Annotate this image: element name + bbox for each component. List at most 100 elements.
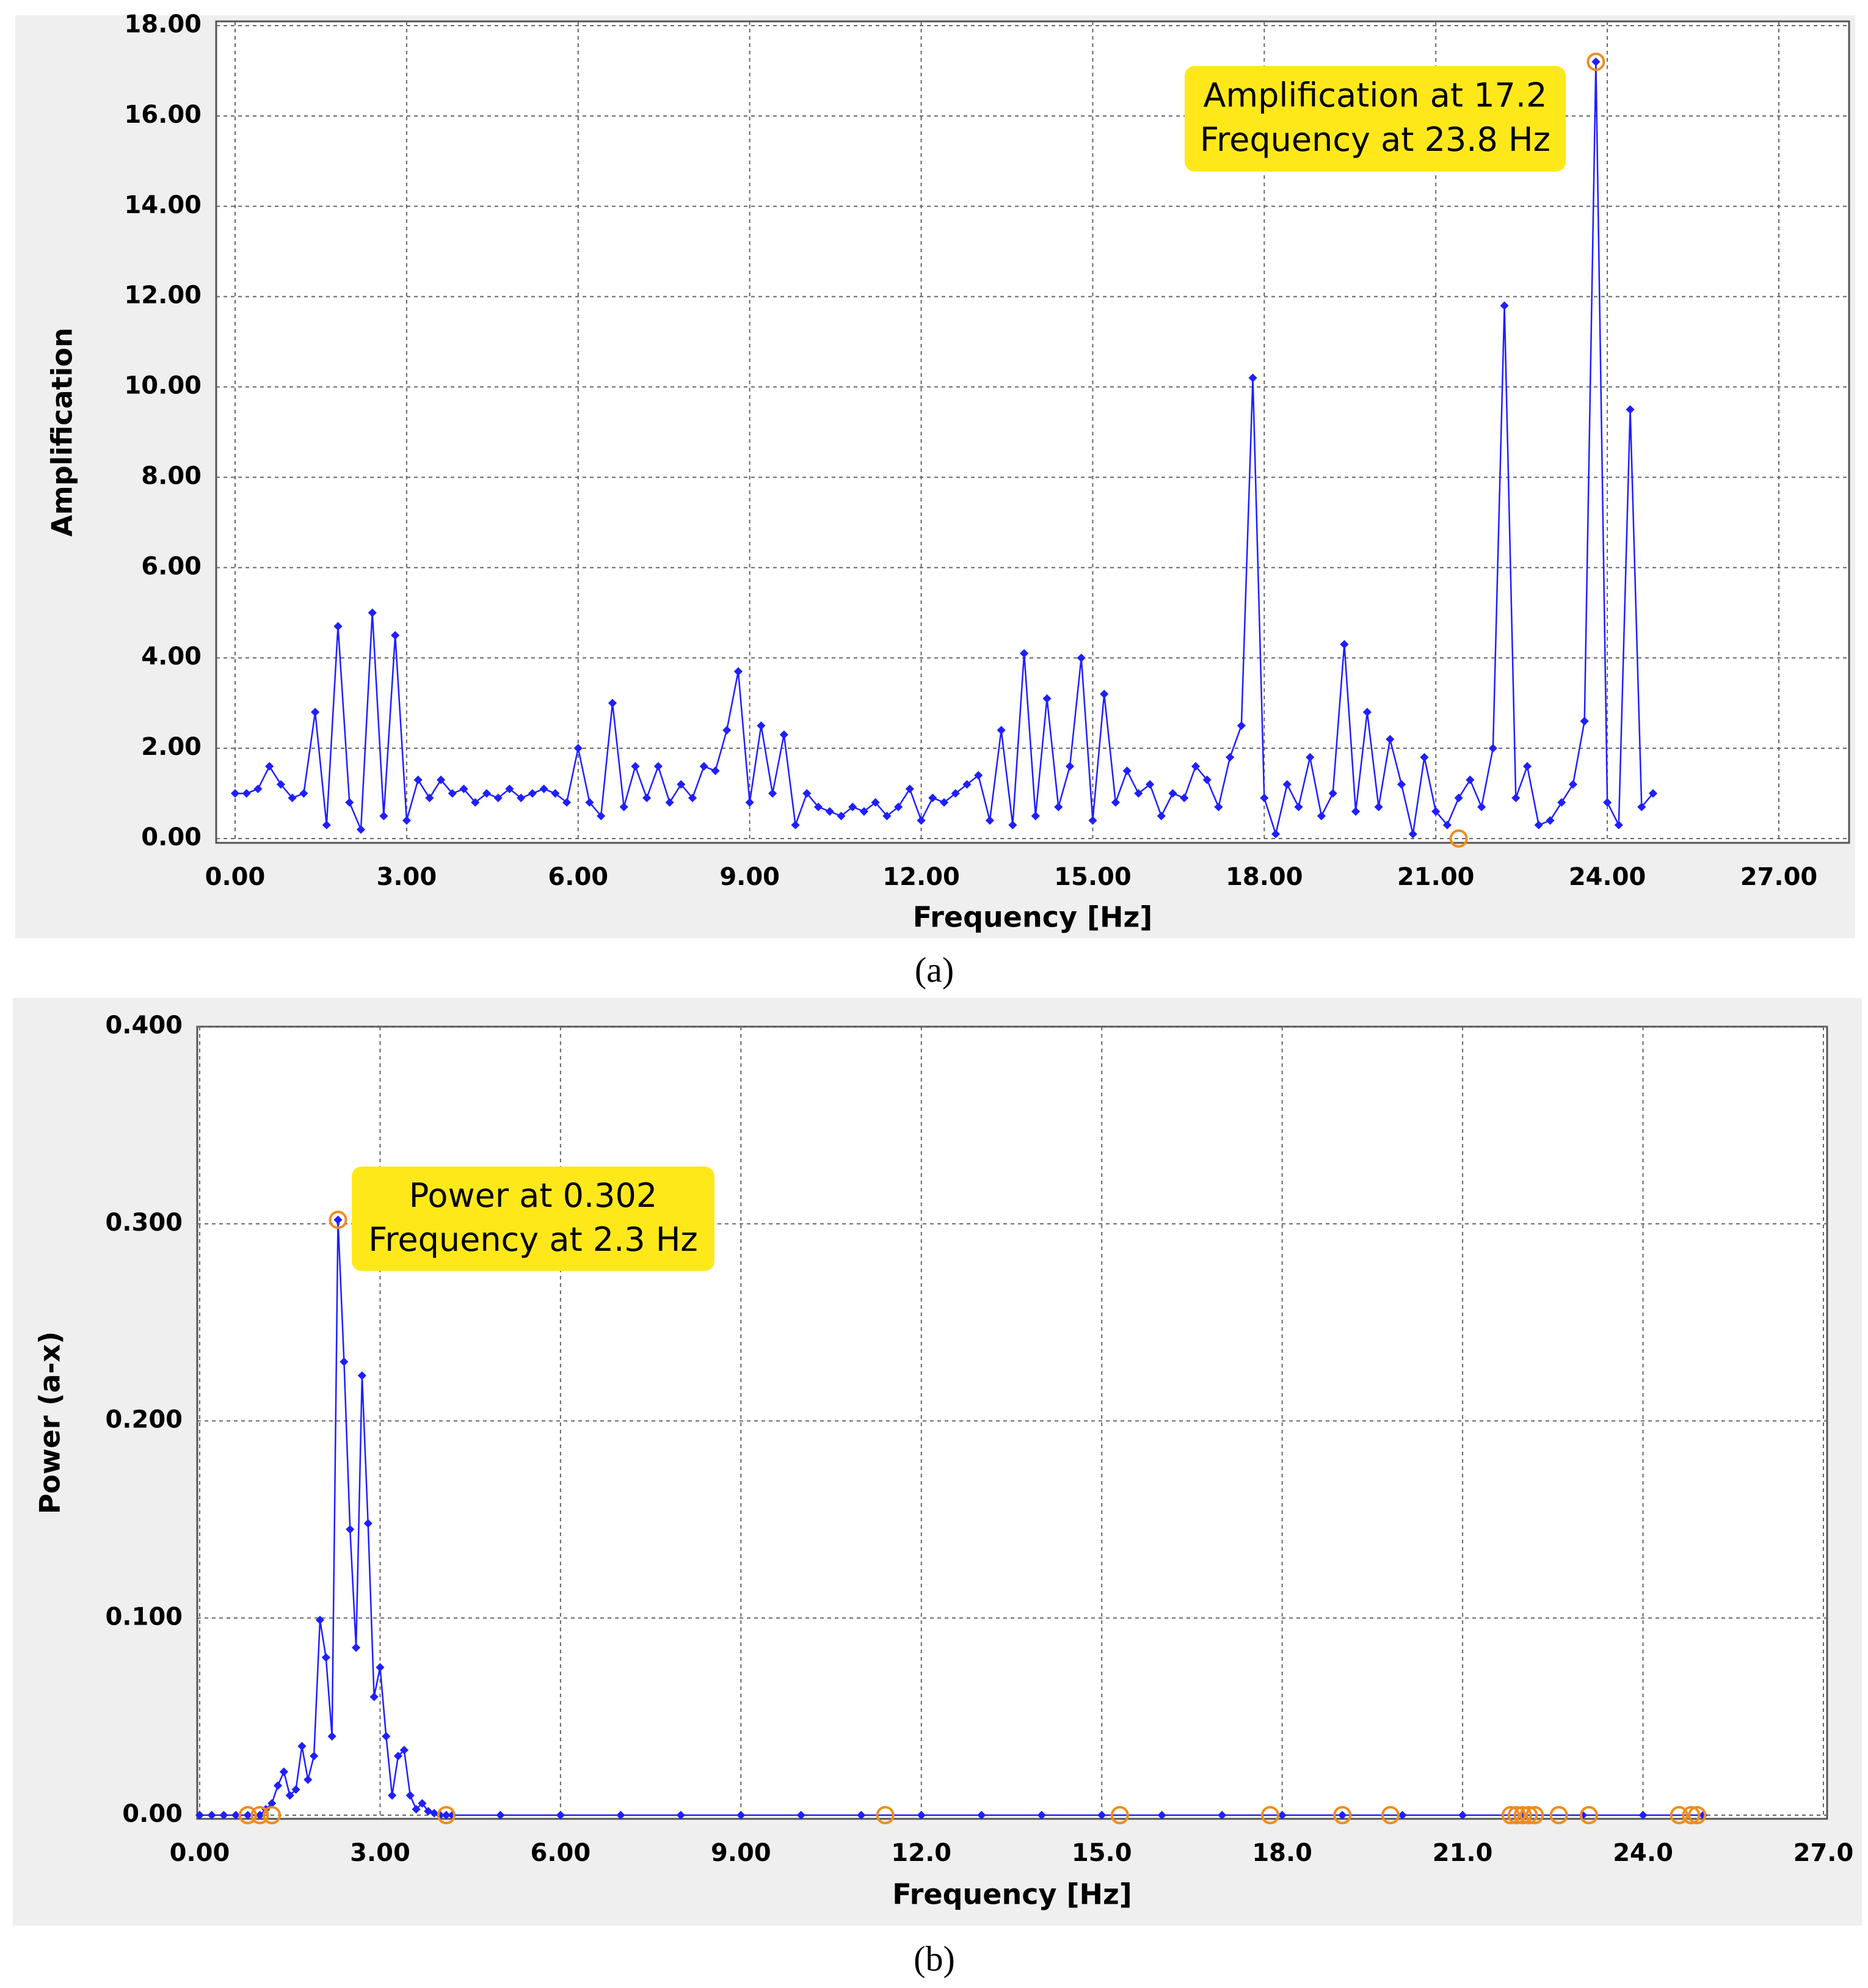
x-tick-label: 24.0	[1613, 1839, 1673, 1867]
highlight-marker	[1525, 1806, 1544, 1824]
data-point	[711, 766, 720, 776]
x-tick-label: 24.00	[1569, 863, 1646, 891]
highlight-marker	[876, 1806, 895, 1824]
data-point	[905, 784, 914, 793]
data-point	[573, 744, 583, 753]
x-tick-label: 27.00	[1740, 863, 1818, 891]
data-point	[825, 807, 834, 816]
data-point	[1122, 766, 1132, 776]
data-point	[299, 788, 308, 798]
annotation-text: Power at 0.302	[409, 1176, 657, 1215]
data-point	[1042, 694, 1052, 703]
data-point	[597, 811, 606, 821]
plot-area	[215, 20, 1850, 844]
data-point	[1191, 762, 1201, 771]
data-point	[1214, 803, 1223, 812]
data-point	[517, 793, 526, 803]
x-tick-label: 3.00	[350, 1839, 410, 1867]
data-point	[425, 793, 434, 803]
data-point	[1031, 811, 1040, 821]
highlight-marker	[1513, 1806, 1532, 1824]
x-tick-label: 15.00	[1054, 863, 1132, 891]
y-tick-label: 2.00	[141, 733, 202, 761]
y-tick-label: 8.00	[141, 462, 202, 490]
y-tick-label: 0.100	[105, 1603, 183, 1631]
data-point	[528, 788, 537, 798]
highlight-marker	[1260, 1806, 1279, 1824]
highlight-marker	[1670, 1806, 1688, 1824]
data-point	[471, 798, 480, 807]
highlight-marker	[1549, 1806, 1568, 1824]
data-point	[551, 788, 560, 798]
data-point	[608, 699, 617, 708]
caption: (a)	[915, 950, 954, 989]
y-tick-label: 14.00	[124, 191, 202, 219]
x-tick-label: 21.0	[1433, 1839, 1493, 1867]
data-point	[1168, 788, 1177, 798]
data-point	[642, 793, 652, 803]
data-point	[539, 784, 548, 793]
highlight-marker	[1110, 1806, 1129, 1824]
y-tick-label: 18.00	[124, 10, 202, 38]
x-tick-label: 18.0	[1252, 1839, 1312, 1867]
data-point	[288, 793, 297, 803]
data-point	[1146, 780, 1155, 789]
data-point	[688, 793, 697, 803]
data-point	[859, 807, 868, 816]
data-point	[585, 798, 594, 807]
data-point	[802, 788, 812, 798]
data-point	[1237, 721, 1246, 730]
annotation-text: Frequency at 23.8 Hz	[1200, 120, 1550, 159]
data-point	[848, 803, 857, 812]
highlight-marker	[1586, 53, 1605, 71]
highlight-marker	[1519, 1806, 1538, 1824]
data-point	[894, 803, 903, 812]
data-point	[1065, 762, 1075, 771]
data-point	[459, 784, 468, 793]
y-tick-label: 4.00	[141, 643, 202, 671]
caption: (b)	[914, 1939, 955, 1978]
data-point	[951, 788, 960, 798]
y-tick-label: 0.200	[105, 1406, 183, 1434]
y-tick-label: 0.00	[141, 823, 202, 851]
data-point	[1020, 649, 1029, 658]
data-point	[391, 631, 400, 640]
highlight-marker	[1501, 1806, 1520, 1824]
annotation-text: Frequency at 2.3 Hz	[368, 1220, 698, 1259]
x-tick-label: 6.00	[548, 863, 608, 891]
data-point	[962, 780, 972, 789]
data-point	[1111, 798, 1120, 807]
x-tick-label: 21.00	[1397, 863, 1475, 891]
data-point	[997, 726, 1006, 735]
data-point	[413, 775, 423, 784]
data-point	[1157, 811, 1166, 821]
data-point	[791, 820, 800, 829]
data-point	[402, 816, 411, 825]
data-point	[813, 803, 823, 812]
annotation-box	[1185, 66, 1566, 172]
data-point	[837, 811, 846, 821]
highlight-marker	[1381, 1806, 1400, 1824]
x-axis-title: Frequency [Hz]	[913, 901, 1153, 934]
y-axis-title: Amplification	[46, 327, 79, 537]
data-point	[917, 816, 926, 825]
data-point	[722, 726, 732, 735]
data-point	[985, 816, 994, 825]
data-point	[733, 667, 743, 676]
data-point	[1226, 752, 1235, 762]
data-point	[1202, 775, 1212, 784]
highlight-marker	[329, 1211, 347, 1229]
data-point	[333, 622, 343, 631]
data-point	[768, 788, 777, 798]
data-point	[1008, 820, 1017, 829]
x-tick-label: 9.00	[719, 863, 780, 891]
data-point	[562, 798, 572, 807]
data-point	[368, 608, 377, 617]
highlight-marker	[1682, 1806, 1701, 1824]
data-point	[333, 1215, 343, 1225]
data-point	[699, 762, 708, 771]
highlight-marker	[437, 1806, 456, 1824]
data-point	[882, 811, 892, 821]
data-point	[505, 784, 514, 793]
